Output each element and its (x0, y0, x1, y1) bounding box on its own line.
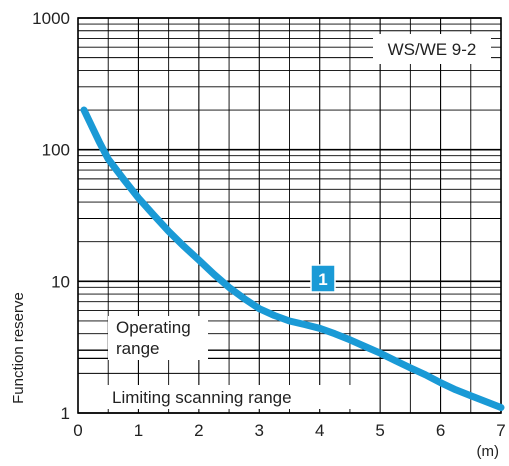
x-tick-label: 4 (315, 421, 324, 440)
curve-badge (310, 264, 336, 293)
x-tick-label: 6 (436, 421, 445, 440)
x-tick-label: 0 (73, 421, 82, 440)
y-tick-label: 10 (51, 272, 70, 291)
limiting-range-box (104, 385, 354, 409)
operating-range-label: range (116, 339, 159, 358)
y-tick-label: 100 (42, 141, 70, 160)
operating-range-label: Operating (116, 318, 191, 337)
x-tick-label: 7 (496, 421, 505, 440)
plot-frame (77, 17, 502, 414)
annotations: WS/WE 9-2 Operating range Limiting scanning… (104, 34, 491, 409)
model-label-box (373, 34, 491, 64)
x-tick-label: 2 (194, 421, 203, 440)
function-reserve-curve (80, 106, 505, 411)
curve-badge-label: 1 (318, 270, 327, 289)
operating-range-box (108, 316, 208, 360)
model-label: WS/WE 9-2 (388, 40, 477, 59)
y-axis-label: Function reserve (10, 292, 27, 404)
x-tick-label: 5 (375, 421, 384, 440)
x-tick-label: 1 (134, 421, 143, 440)
y-tick-label: 1000 (32, 9, 70, 28)
x-tick-label: 3 (255, 421, 264, 440)
limiting-range-label: Limiting scanning range (112, 388, 292, 407)
curve-layer (80, 106, 505, 411)
x-unit-label: (m) (477, 443, 500, 460)
y-tick-label: 1 (61, 404, 70, 423)
